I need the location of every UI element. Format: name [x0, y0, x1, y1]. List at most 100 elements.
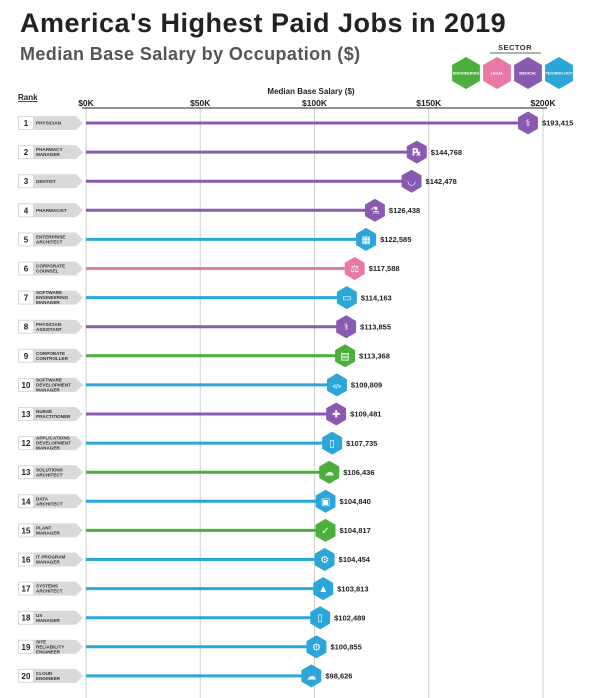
stethoscope-icon: ⚕	[525, 119, 530, 130]
rank-tab	[18, 174, 83, 189]
monitor-icon: ▭	[342, 293, 351, 304]
bar-end-marker	[322, 431, 343, 455]
job-label: UX	[36, 613, 43, 618]
job-label: NURSE	[36, 409, 52, 414]
value-label: $114,163	[361, 293, 392, 302]
value-label: $144,768	[431, 148, 462, 157]
bar-end-marker	[401, 169, 422, 193]
rank-box	[19, 175, 33, 188]
rank-box	[19, 233, 33, 246]
job-label: PHARMACIST	[36, 208, 67, 213]
job-label: PLANT	[36, 526, 52, 531]
rank-box	[19, 349, 33, 362]
y-axis-label: Rank	[18, 93, 38, 102]
bar-end-marker	[365, 198, 385, 222]
bar-end-marker	[406, 140, 427, 164]
x-tick-label-4: $200K	[530, 98, 556, 108]
job-label: SOLUTIONS	[36, 467, 63, 472]
clipboard-icon: ✓	[321, 526, 329, 537]
rank-box	[19, 524, 33, 537]
job-label: SYSTEMS	[36, 584, 58, 589]
rank-box	[19, 611, 33, 624]
rank-number: 17	[22, 585, 31, 594]
rank-tab	[18, 232, 83, 247]
rank-box	[19, 291, 33, 304]
bar-end-marker	[301, 664, 322, 688]
bar-end-marker	[344, 257, 365, 280]
rank-box	[19, 553, 33, 566]
blueprint-icon: ▦	[361, 235, 370, 246]
job-label: CORPORATE	[36, 264, 65, 269]
rank-number: 4	[24, 206, 29, 215]
rank-tab	[18, 581, 83, 596]
value-label: $100,855	[330, 643, 361, 652]
value-label: $104,817	[340, 526, 371, 535]
job-label: RELIABILITY	[36, 644, 64, 649]
bar-end-marker	[326, 402, 347, 426]
job-label: MANAGER	[36, 300, 60, 305]
rank-tab	[18, 348, 83, 363]
rank-number: 9	[24, 352, 29, 361]
job-label: PHYSICIAN	[36, 121, 62, 126]
legend-label-legal: LEGAL	[491, 72, 505, 76]
bar-end-marker	[327, 373, 347, 397]
rank-number: 18	[22, 614, 31, 623]
job-label: DEVELOPMENT	[36, 383, 71, 388]
rank-box	[19, 117, 33, 129]
value-label: $104,840	[340, 497, 371, 506]
rank-tab	[18, 377, 83, 392]
job-label: ARCHITECT	[36, 501, 63, 506]
job-label: ASSISTANT	[36, 327, 62, 332]
nurse-icon: ✚	[332, 410, 340, 421]
code-icon: </>	[333, 384, 342, 390]
value-label: $104,454	[339, 555, 371, 564]
value-label: $126,438	[389, 206, 420, 215]
data-row: 4 PHARMACIST ⚗ $126,438	[18, 198, 420, 222]
rank-tab	[18, 116, 83, 130]
job-label: ARCHITECT	[36, 472, 63, 477]
x-tick-label-1: $50K	[190, 98, 211, 108]
rank-tab	[18, 494, 83, 509]
chart-title: America's Highest Paid Jobs in 2019	[20, 8, 507, 38]
job-label: MANAGER	[36, 531, 60, 536]
rank-number: 5	[24, 235, 29, 244]
legend-label-medical: MEDICAL	[519, 72, 537, 76]
rx-icon: ℞	[412, 148, 421, 159]
rank-number: 15	[22, 526, 31, 535]
legend-label-technology: TECHNOLOGY	[546, 72, 573, 76]
legend-hex-engineering	[452, 57, 480, 89]
rank-number: 2	[24, 148, 29, 157]
rank-box	[19, 582, 33, 595]
rank-number: 7	[24, 294, 29, 303]
value-label: $107,735	[346, 439, 377, 448]
bar-end-marker	[335, 344, 355, 368]
gear-icon: ⚙	[320, 555, 329, 566]
job-label: PRACTITIONER	[36, 414, 71, 419]
bar-end-marker	[319, 460, 340, 484]
legend-hex-medical	[514, 57, 542, 89]
document-chart-icon: ▤	[340, 351, 349, 362]
building-icon: ▲	[318, 584, 328, 595]
rank-number: 20	[22, 672, 31, 681]
rank-box	[19, 495, 33, 508]
rank-number: 12	[22, 439, 31, 448]
job-label: SOFTWARE	[36, 290, 62, 295]
rank-box	[19, 669, 33, 682]
cog-icon: ⚙	[312, 642, 321, 653]
value-label: $109,809	[351, 381, 382, 390]
rank-number: 19	[22, 643, 31, 652]
job-label: ARCHITECT	[36, 589, 63, 594]
job-label: ENGINEER	[36, 649, 61, 654]
bar-end-marker	[518, 111, 538, 135]
rank-box	[19, 466, 33, 479]
stethoscope-icon: ⚕	[343, 322, 348, 333]
rank-tab	[18, 610, 83, 625]
